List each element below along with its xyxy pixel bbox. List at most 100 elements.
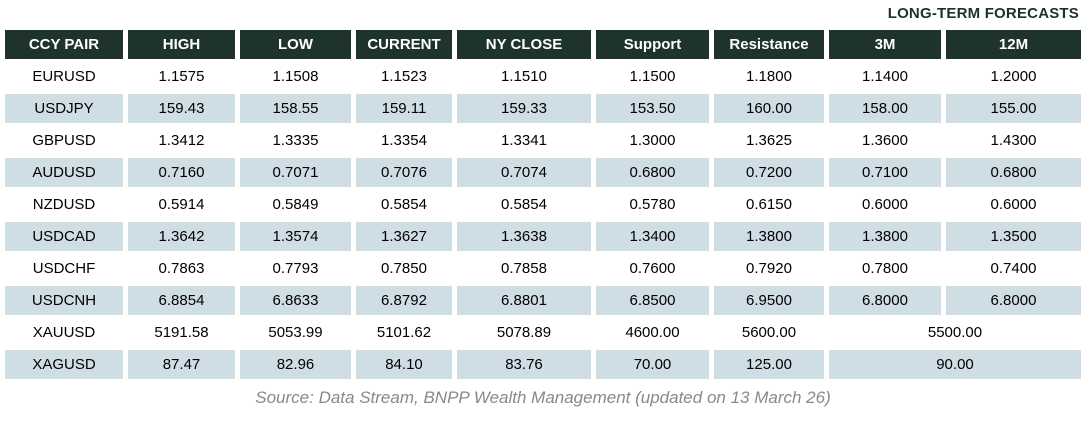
current-cell: 84.10 <box>356 350 452 379</box>
high-cell: 1.3642 <box>128 222 235 251</box>
column-header-12m: 12M <box>946 30 1081 59</box>
support-cell: 1.3400 <box>596 222 709 251</box>
ny-close-cell: 1.3638 <box>457 222 591 251</box>
forecast-3m-cell: 6.8000 <box>829 286 941 315</box>
table-row: USDJPY 159.43 158.55 159.11 159.33 153.50 160.… <box>5 94 1081 123</box>
high-cell: 0.5914 <box>158 196 205 213</box>
ccy-pair-cell: NZDUSD <box>32 196 96 213</box>
forecast-3m-cell: 0.7800 <box>862 260 908 277</box>
resistance-cell: 160.00 <box>714 94 824 123</box>
table-body: EURUSD 1.1575 1.1508 1.1523 1.1510 1.1500 1.18… <box>5 62 1081 379</box>
ccy-pair-cell: XAGUSD <box>5 350 123 379</box>
current-cell: 1.3627 <box>356 222 452 251</box>
resistance-cell: 5600.00 <box>741 324 797 341</box>
header-row: CCY PAIR HIGH LOW CURRENT NY CLOSE Suppo… <box>5 30 1081 59</box>
forecast-3m-cell: 158.00 <box>829 94 941 123</box>
current-cell: 1.1523 <box>381 68 427 85</box>
ccy-pair-cell: GBPUSD <box>32 132 96 149</box>
current-cell: 6.8792 <box>356 286 452 315</box>
ccy-pair-cell: USDJPY <box>5 94 123 123</box>
forecast-3m-12m-cell: 90.00 <box>829 350 1081 379</box>
table-header: CCY PAIR HIGH LOW CURRENT NY CLOSE Suppo… <box>5 30 1081 59</box>
support-cell: 0.6800 <box>596 158 709 187</box>
high-cell: 1.3412 <box>158 132 205 149</box>
forecast-3m-cell: 1.3800 <box>829 222 941 251</box>
resistance-cell: 6.9500 <box>714 286 824 315</box>
low-cell: 82.96 <box>240 350 351 379</box>
resistance-cell: 0.7920 <box>746 260 792 277</box>
high-cell: 5191.58 <box>154 324 209 341</box>
forecast-12m-cell: 0.6800 <box>946 158 1081 187</box>
low-cell: 1.1508 <box>272 68 319 85</box>
current-cell: 0.5854 <box>381 196 427 213</box>
column-header-ccy-pair: CCY PAIR <box>5 30 123 59</box>
table-row: XAGUSD 87.47 82.96 84.10 83.76 70.00 125.00 90.… <box>5 350 1081 379</box>
high-cell: 0.7863 <box>158 260 205 277</box>
ccy-pair-cell: XAUUSD <box>32 324 96 341</box>
high-cell: 0.7160 <box>128 158 235 187</box>
forecast-3m-cell: 0.7100 <box>829 158 941 187</box>
ccy-pair-cell: USDCNH <box>5 286 123 315</box>
table-row: XAUUSD 5191.58 5053.99 5101.62 5078.89 4600.0… <box>5 318 1081 347</box>
ny-close-cell: 83.76 <box>457 350 591 379</box>
high-cell: 6.8854 <box>128 286 235 315</box>
current-cell: 5101.62 <box>376 324 432 341</box>
forecast-3m-cell: 0.6000 <box>862 196 908 213</box>
resistance-cell: 1.3625 <box>746 132 792 149</box>
ny-close-cell: 6.8801 <box>457 286 591 315</box>
source-note: Source: Data Stream, BNPP Wealth Managem… <box>255 388 831 407</box>
low-cell: 6.8633 <box>240 286 351 315</box>
resistance-cell: 125.00 <box>714 350 824 379</box>
resistance-cell: 0.6150 <box>746 196 792 213</box>
table-row: EURUSD 1.1575 1.1508 1.1523 1.1510 1.1500 1.18… <box>5 62 1081 91</box>
long-term-forecasts-label: LONG-TERM FORECASTS <box>887 5 1079 22</box>
support-cell: 6.8500 <box>596 286 709 315</box>
column-header-resistance: Resistance <box>714 30 824 59</box>
fx-forecast-table: CCY PAIR HIGH LOW CURRENT NY CLOSE Suppo… <box>0 27 1086 382</box>
support-cell: 1.1500 <box>629 68 676 85</box>
table-row: USDCAD 1.3642 1.3574 1.3627 1.3638 1.3400 1.38… <box>5 222 1081 251</box>
current-cell: 0.7850 <box>381 260 427 277</box>
forecast-12m-cell: 1.2000 <box>990 68 1037 85</box>
ny-close-cell: 5078.89 <box>496 324 552 341</box>
ny-close-cell: 0.7858 <box>501 260 547 277</box>
column-header-3m: 3M <box>829 30 941 59</box>
support-cell: 0.7600 <box>629 260 676 277</box>
forecast-12m-cell: 6.8000 <box>946 286 1081 315</box>
ny-close-cell: 0.5854 <box>501 196 547 213</box>
current-cell: 0.7076 <box>356 158 452 187</box>
ny-close-cell: 1.1510 <box>501 68 547 85</box>
current-cell: 1.3354 <box>381 132 427 149</box>
low-cell: 1.3335 <box>272 132 319 149</box>
column-header-low: LOW <box>240 30 351 59</box>
table-row: AUDUSD 0.7160 0.7071 0.7076 0.7074 0.6800 0.72… <box>5 158 1081 187</box>
column-header-ny-close: NY CLOSE <box>457 30 591 59</box>
column-header-high: HIGH <box>128 30 235 59</box>
high-cell: 87.47 <box>128 350 235 379</box>
ccy-pair-cell: USDCHF <box>32 260 96 277</box>
forecast-12m-cell: 1.3500 <box>946 222 1081 251</box>
high-cell: 1.1575 <box>158 68 205 85</box>
table-row: USDCNH 6.8854 6.8633 6.8792 6.8801 6.8500 6.95… <box>5 286 1081 315</box>
table-row: NZDUSD 0.5914 0.5849 0.5854 0.5854 0.5780 0.61… <box>5 190 1081 219</box>
column-header-support: Support <box>596 30 709 59</box>
support-cell: 1.3000 <box>629 132 676 149</box>
current-cell: 159.11 <box>356 94 452 123</box>
table-row: GBPUSD 1.3412 1.3335 1.3354 1.3341 1.3000 1.36… <box>5 126 1081 155</box>
low-cell: 0.7793 <box>272 260 319 277</box>
resistance-cell: 1.1800 <box>746 68 792 85</box>
ny-close-cell: 0.7074 <box>457 158 591 187</box>
forecast-12m-cell: 0.6000 <box>990 196 1037 213</box>
low-cell: 1.3574 <box>240 222 351 251</box>
low-cell: 158.55 <box>240 94 351 123</box>
low-cell: 0.5849 <box>272 196 319 213</box>
ccy-pair-cell: AUDUSD <box>5 158 123 187</box>
support-cell: 0.5780 <box>629 196 676 213</box>
low-cell: 0.7071 <box>240 158 351 187</box>
support-cell: 153.50 <box>596 94 709 123</box>
low-cell: 5053.99 <box>268 324 323 341</box>
column-header-current: CURRENT <box>356 30 452 59</box>
forecast-12m-cell: 155.00 <box>946 94 1081 123</box>
support-cell: 70.00 <box>596 350 709 379</box>
